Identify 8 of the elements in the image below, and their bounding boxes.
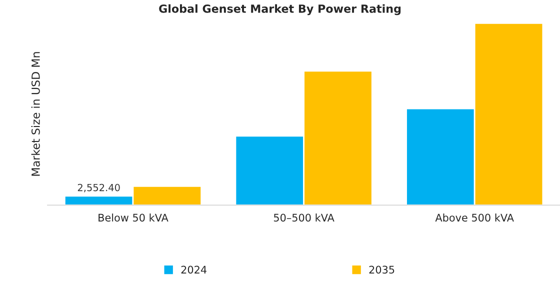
data-label: 2,552.40 (78, 184, 120, 192)
x-tick-label: Above 500 kVA (435, 214, 514, 222)
legend-label: 2024 (181, 266, 206, 274)
x-tick-label: Below 50 kVA (98, 214, 168, 222)
chart-title: Global Genset Market By Power Rating (159, 4, 401, 16)
x-tick-label: 50–500 kVA (274, 214, 334, 222)
legend-label: 2035 (369, 266, 394, 274)
y-axis-title: Market Size in USD Mn (31, 52, 40, 176)
